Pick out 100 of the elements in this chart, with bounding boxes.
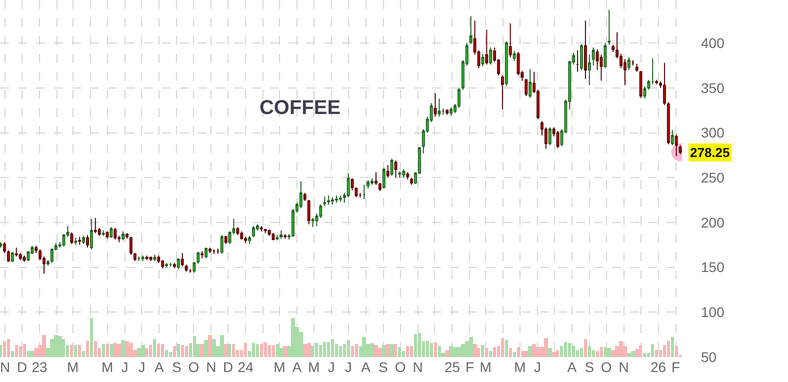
candlestick [0, 242, 2, 248]
y-tick-label: 400 [701, 34, 725, 51]
candlestick [184, 264, 188, 272]
bar [627, 353, 631, 357]
bar [386, 344, 390, 357]
bar [272, 345, 275, 357]
candlestick [592, 47, 595, 66]
candlestick [141, 255, 144, 262]
candlestick [548, 126, 552, 146]
candlestick [327, 195, 330, 206]
candlestick [220, 234, 224, 254]
bar [351, 346, 354, 357]
candlestick [366, 180, 370, 189]
bar [129, 343, 133, 357]
x-tick-label: A [154, 359, 165, 375]
bar [323, 342, 326, 357]
candlestick [224, 235, 228, 244]
bar [311, 346, 314, 357]
candlestick [528, 68, 532, 98]
x-tick-label: M [66, 359, 79, 375]
candlestick [260, 226, 263, 232]
bar [339, 346, 342, 357]
candlestick [284, 234, 287, 240]
candlestick [280, 230, 283, 240]
x-tick-label: O [600, 359, 612, 375]
y-tick-label: 100 [701, 304, 725, 320]
candlestick [10, 252, 14, 262]
bar [62, 339, 65, 357]
candlestick [635, 63, 638, 72]
x-tick-label: A [567, 359, 578, 375]
bar [113, 343, 117, 357]
candlestick [338, 195, 342, 202]
candlestick [161, 260, 164, 269]
x-tick-label: 23 [32, 359, 48, 375]
candlestick [450, 107, 453, 116]
bar [319, 345, 322, 357]
bar [204, 340, 208, 357]
x-tick-label: N [206, 359, 216, 375]
bar [232, 344, 235, 357]
bar [220, 335, 224, 357]
candlestick [22, 255, 26, 262]
x-tick-label: M [308, 359, 320, 375]
bar [193, 336, 196, 357]
x-tick-label: M [514, 359, 526, 375]
candlestick [386, 164, 390, 178]
candlestick [153, 254, 156, 262]
bar [125, 341, 129, 357]
candlestick [122, 230, 125, 241]
bar [347, 340, 350, 357]
candlestick [303, 192, 306, 202]
bar [485, 348, 488, 357]
candlestick [90, 218, 93, 250]
bar [121, 340, 125, 357]
bar [655, 350, 658, 357]
candlestick [485, 29, 488, 66]
bar [165, 350, 168, 357]
candlestick [137, 256, 140, 262]
bar [0, 345, 2, 357]
y-tick-label: 300 [701, 124, 725, 141]
bar [651, 344, 654, 357]
candlestick [172, 262, 176, 269]
bar [173, 346, 176, 357]
candlestick [212, 248, 216, 254]
x-tick-label: 24 [238, 359, 254, 375]
bar [42, 335, 46, 357]
candlestick [588, 54, 591, 86]
candlestick [78, 236, 82, 246]
bar [418, 333, 421, 357]
bar [161, 344, 164, 357]
x-tick-label: N [0, 359, 10, 375]
bar [291, 318, 295, 357]
bar [434, 342, 437, 357]
bar [307, 343, 311, 357]
bar [3, 341, 6, 357]
candlestick [469, 16, 472, 44]
bar [303, 344, 307, 357]
y-tick-label: 350 [701, 80, 725, 96]
candlestick [512, 50, 516, 62]
candlestick [74, 237, 78, 246]
bar [410, 346, 413, 357]
candlestick [504, 40, 508, 87]
bar [50, 339, 54, 357]
bar [552, 352, 556, 357]
bar [224, 344, 228, 357]
bar [378, 348, 382, 357]
bar [181, 345, 184, 357]
bar [82, 351, 85, 357]
candlestick [323, 196, 326, 207]
bar [631, 351, 635, 357]
text: COFFEE [259, 97, 341, 119]
candlestick [176, 258, 180, 270]
candlestick [70, 232, 74, 244]
bar [596, 351, 599, 357]
candlestick [264, 228, 267, 234]
bar [149, 345, 152, 357]
bar [27, 351, 30, 357]
bar [406, 346, 409, 357]
bar [667, 341, 670, 357]
bar [276, 344, 279, 357]
bar [7, 339, 10, 357]
